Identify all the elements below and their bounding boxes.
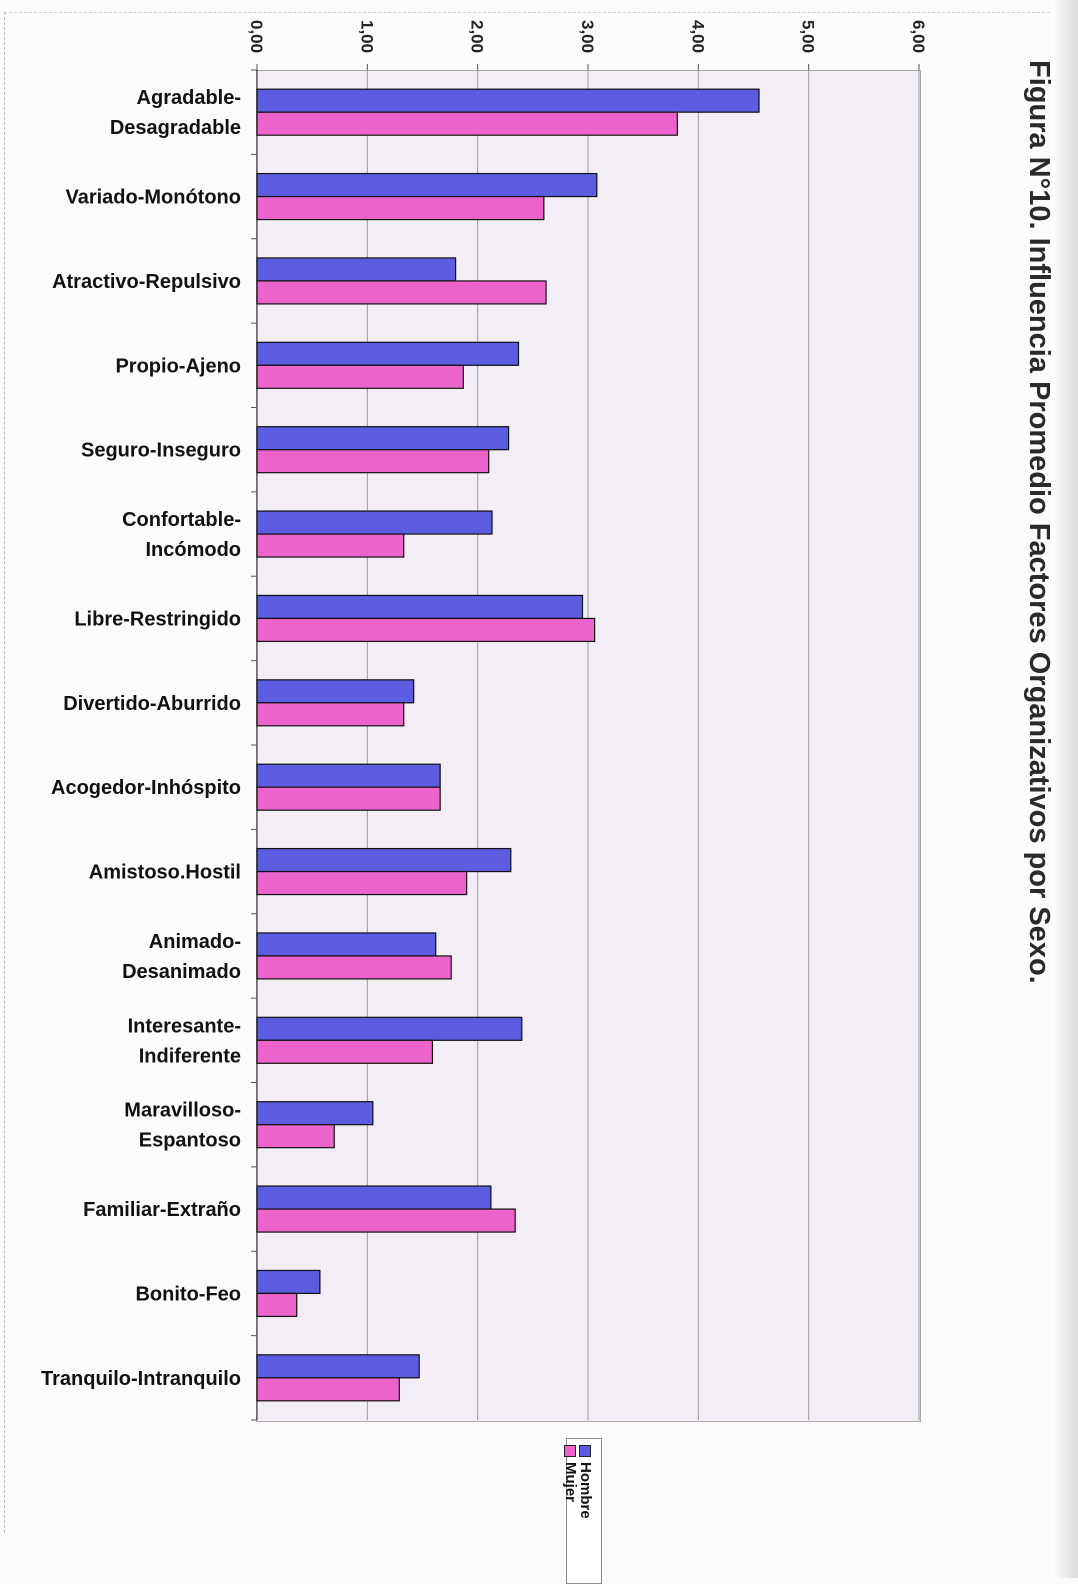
bar-hombre bbox=[256, 1101, 374, 1126]
category-label: Agradable-Desagradable bbox=[110, 87, 241, 139]
bar-mujer bbox=[256, 1292, 298, 1318]
category-label: Tranquilo-Intranquilo bbox=[41, 1368, 241, 1390]
bar-mujer bbox=[256, 955, 452, 980]
category-label: Propio-Ajeno bbox=[115, 355, 241, 377]
bar-hombre bbox=[256, 932, 437, 957]
category-label: Familiar-Extraño bbox=[83, 1199, 241, 1221]
legend-swatch-hombre bbox=[579, 1445, 592, 1457]
bar-mujer bbox=[256, 111, 678, 136]
bar-mujer bbox=[256, 533, 405, 558]
x-tick-label: 5,00 bbox=[799, 20, 818, 53]
bar-mujer bbox=[256, 1208, 516, 1233]
bar-hombre bbox=[256, 1354, 420, 1379]
bar-hombre bbox=[256, 426, 510, 451]
x-tick-label: 2,00 bbox=[468, 20, 487, 53]
legend-label-hombre: Hombre bbox=[577, 1462, 594, 1519]
bar-hombre bbox=[256, 172, 598, 198]
bar-hombre bbox=[256, 594, 584, 620]
x-tick-label: 3,00 bbox=[578, 20, 597, 53]
bar-hombre bbox=[256, 257, 457, 282]
category-label: Atractivo-Repulsivo bbox=[52, 271, 241, 293]
bar-mujer bbox=[256, 1039, 434, 1064]
bar-hombre bbox=[256, 88, 760, 113]
category-label: Divertido-Aburrido bbox=[63, 693, 241, 715]
bar-mujer bbox=[256, 870, 468, 896]
bar-hombre bbox=[256, 341, 520, 366]
category-label: Acogedor-Inhóspito bbox=[51, 777, 241, 799]
category-label: Variado-Monótono bbox=[65, 187, 241, 209]
bar-hombre bbox=[256, 510, 493, 535]
x-tick-label: 1,00 bbox=[357, 20, 376, 53]
legend-swatch-mujer bbox=[564, 1445, 577, 1457]
bar-hombre bbox=[256, 763, 441, 788]
category-label: Animado-Desanimado bbox=[122, 931, 241, 983]
legend: Hombre Mujer bbox=[562, 1438, 602, 1584]
bar-hombre bbox=[256, 1016, 523, 1041]
category-label: Libre-Restringido bbox=[74, 608, 241, 630]
bar-hombre bbox=[256, 679, 415, 704]
bar-mujer bbox=[256, 364, 464, 389]
bar-mujer bbox=[256, 1377, 400, 1402]
bar-hombre bbox=[256, 1185, 492, 1210]
bar-mujer bbox=[256, 280, 547, 305]
bar-hombre bbox=[256, 847, 512, 873]
legend-item-hombre: Hombre bbox=[577, 1445, 594, 1519]
category-label: Confortable-Incómodo bbox=[122, 509, 241, 561]
x-tick-label: 4,00 bbox=[688, 20, 707, 53]
bar-mujer bbox=[256, 702, 405, 727]
category-label: Amistoso.Hostil bbox=[89, 862, 241, 884]
bar-hombre bbox=[256, 1269, 321, 1295]
x-tick-label: 0,00 bbox=[247, 20, 266, 53]
scan-shadow-edge bbox=[1052, 0, 1078, 1578]
bar-mujer bbox=[256, 449, 490, 474]
bar-mujer bbox=[256, 195, 545, 221]
category-label: Interesante-Indiferente bbox=[128, 1015, 241, 1067]
category-label: Bonito-Feo bbox=[135, 1283, 241, 1305]
category-label: Seguro-Inseguro bbox=[81, 440, 241, 462]
legend-label-mujer: Mujer bbox=[562, 1462, 579, 1503]
scan-page-border bbox=[4, 12, 1055, 1533]
x-tick-label: 6,00 bbox=[909, 20, 928, 53]
bar-mujer bbox=[256, 1124, 335, 1149]
bar-mujer bbox=[256, 786, 441, 811]
legend-item-mujer: Mujer bbox=[562, 1445, 579, 1502]
category-label: Maravilloso-Espantoso bbox=[124, 1100, 241, 1152]
bar-mujer bbox=[256, 617, 596, 643]
